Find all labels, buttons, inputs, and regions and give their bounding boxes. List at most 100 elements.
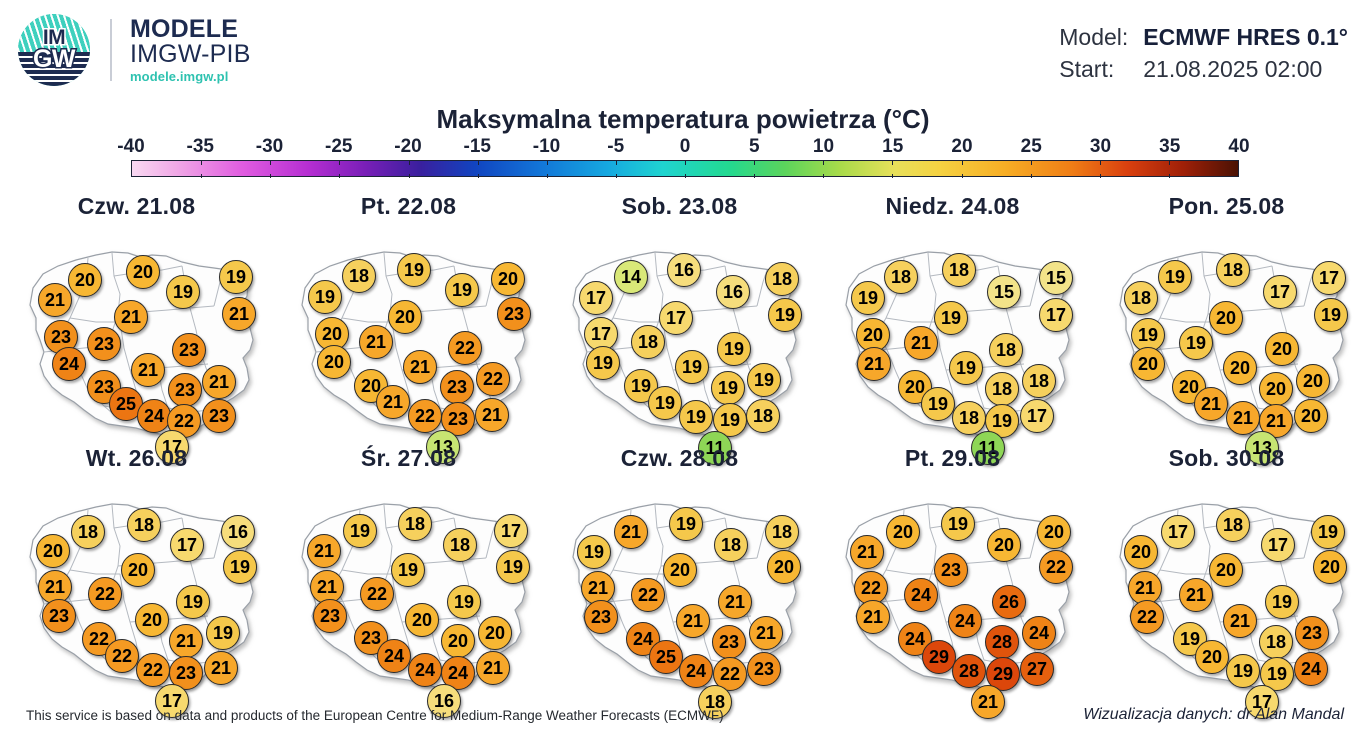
panel-date-title: Pon. 25.08 (1168, 193, 1285, 219)
temperature-bubble: 23 (712, 625, 746, 659)
temperature-bubble: 22 (476, 362, 510, 396)
colorbar-tick (1168, 174, 1170, 178)
temperature-bubble: 18 (698, 685, 732, 719)
temperature-bubble: 21 (359, 325, 393, 359)
colorbar-tick (408, 174, 410, 178)
temperature-bubble: 20 (1195, 640, 1229, 674)
temperature-bubble: 23 (354, 621, 388, 655)
temperature-bubble: 21 (475, 398, 509, 432)
temperature-bubble: 19 (717, 332, 751, 366)
temperature-bubble: 19 (669, 507, 703, 541)
temperature-bubble: 24 (904, 578, 938, 612)
temperature-bubble: 21 (403, 350, 437, 384)
colorbar-tick (1168, 161, 1170, 165)
temperature-bubble: 18 (942, 253, 976, 287)
temperature-bubble: 20 (478, 616, 512, 650)
temperature-bubble: 16 (221, 515, 255, 549)
temperature-bubble: 20 (1294, 399, 1328, 433)
temperature-bubble: 19 (397, 253, 431, 287)
poland-map: 18 18 15 15 19 19 17 20 21 18 21 19 20 18 18 19 18 19 17 11 (816, 222, 1089, 465)
temperature-bubble: 18 (1216, 253, 1250, 287)
temperature-bubble: 24 (377, 639, 411, 673)
forecast-day-panel: Wt. 26.08 18 18 17 16 20 20 19 21 22 19 23 20 22 21 19 2… (0, 444, 273, 718)
temperature-bubble: 23 (497, 297, 531, 331)
temperature-bubble: 22 (408, 399, 442, 433)
footer-attribution-ecmwf: This service is based on data and produc… (26, 708, 724, 723)
logo-stripes-bottom (18, 52, 90, 86)
temperature-bubble: 19 (447, 585, 481, 619)
forecast-day-panel: Pon. 25.08 19 18 17 17 18 20 19 19 19 20 20 20 20 20 20… (1090, 192, 1363, 465)
poland-map: 20 20 19 19 21 21 21 23 23 23 24 21 23 23 21 25 24 22 23 17 (0, 222, 273, 464)
temperature-bubble: 19 (1265, 585, 1299, 619)
temperature-bubble: 15 (1039, 261, 1073, 295)
temperature-bubble: 20 (1313, 550, 1347, 584)
temperature-bubble: 21 (310, 570, 344, 604)
temperature-bubble: 21 (1223, 604, 1257, 638)
temperature-bubble: 19 (1311, 515, 1345, 549)
temperature-bubble: 20 (441, 624, 475, 658)
temperature-bubble: 13 (426, 430, 460, 464)
temperature-bubble: 21 (202, 365, 236, 399)
colorbar-tick (615, 161, 617, 165)
forecast-day-panel: Pt. 29.08 20 19 20 20 21 23 22 22 24 26 21 24 24 28 24 2… (816, 444, 1089, 719)
temperature-bubble: 23 (42, 599, 76, 633)
temperature-bubble: 20 (663, 553, 697, 587)
temperature-bubble: 20 (1259, 372, 1293, 406)
temperature-bubble: 21 (307, 534, 341, 568)
temperature-bubble: 21 (749, 616, 783, 650)
temperature-bubble: 11 (971, 431, 1005, 465)
imgw-brand-block: IM GW MODELE IMGW-PIB modele.imgw.pl (18, 14, 251, 86)
colorbar-tick (1030, 174, 1032, 178)
temperature-bubble: 19 (747, 363, 781, 397)
temperature-bubble: 26 (992, 585, 1026, 619)
temperature-bubble: 19 (496, 550, 530, 584)
temperature-bubble: 21 (38, 283, 72, 317)
temperature-bubble: 21 (1226, 401, 1260, 435)
temperature-bubble: 22 (105, 639, 139, 673)
temperature-bubble: 19 (586, 346, 620, 380)
temperature-bubble: 17 (1245, 685, 1279, 719)
colorbar-tick (1099, 174, 1101, 178)
temperature-bubble: 18 (1124, 281, 1158, 315)
colorbar-tick-label: 5 (748, 136, 760, 157)
temperature-bubble: 19 (1179, 326, 1213, 360)
temperature-bubble: 19 (219, 260, 253, 294)
temperature-bubble: 23 (584, 600, 618, 634)
colorbar-tick-label: 40 (1228, 136, 1250, 157)
temperature-bubble: 20 (1209, 553, 1243, 587)
brand-wordmark: MODELE IMGW-PIB modele.imgw.pl (130, 16, 251, 83)
temperature-bubble: 20 (1265, 332, 1299, 366)
colorbar-tick-marks (132, 161, 1238, 178)
colorbar-tick-label: 15 (882, 136, 904, 157)
colorbar-gradient (131, 160, 1239, 178)
panel-date-title: Sob. 30.08 (1168, 445, 1285, 471)
colorbar-tick-label: -35 (186, 136, 214, 157)
colorbar-tick (201, 174, 203, 178)
temperature-bubble: 28 (952, 654, 986, 688)
colorbar-tick-label: 25 (1020, 136, 1042, 157)
colorbar-tick-label: -25 (325, 136, 353, 157)
poland-map: 18 19 19 20 19 20 23 20 21 22 20 21 20 23 22 21 22 23 21 13 (272, 222, 545, 464)
temperature-bubble: 24 (408, 653, 442, 687)
temperature-bubble: 20 (135, 603, 169, 637)
temperature-bubble: 19 (223, 550, 257, 584)
forecast-day-panel: Czw. 28.08 21 19 18 18 19 20 20 21 22 21 23 21 24 23 21… (543, 444, 816, 719)
temperature-bubble: 18 (746, 399, 780, 433)
colorbar-tick (685, 174, 686, 178)
temperature-bubble: 23 (202, 399, 236, 433)
temperature-bubble: 21 (1128, 571, 1162, 605)
temperature-bubble: 17 (1312, 261, 1346, 295)
temperature-bubble: 17 (659, 301, 693, 335)
temperature-bubble: 21 (131, 353, 165, 387)
temperature-bubble: 18 (71, 515, 105, 549)
colorbar-tick (339, 161, 341, 165)
colorbar-tick (823, 161, 825, 165)
temperature-bubble: 20 (1124, 535, 1158, 569)
colorbar-tick (477, 174, 479, 178)
colorbar: -40 -35 -30 -25 -20 -15 -10 -5 0 5 10 15 20 25 30 35 40 (117, 136, 1250, 178)
temperature-bubble: 25 (649, 640, 683, 674)
temperature-bubble: 19 (851, 281, 885, 315)
colorbar-tick-label: -20 (394, 136, 422, 157)
temperature-bubble: 18 (989, 333, 1023, 367)
forecast-day-panel: Niedz. 24.08 18 18 15 15 19 19 17 20 21 18 21 19 20 18… (816, 192, 1089, 465)
